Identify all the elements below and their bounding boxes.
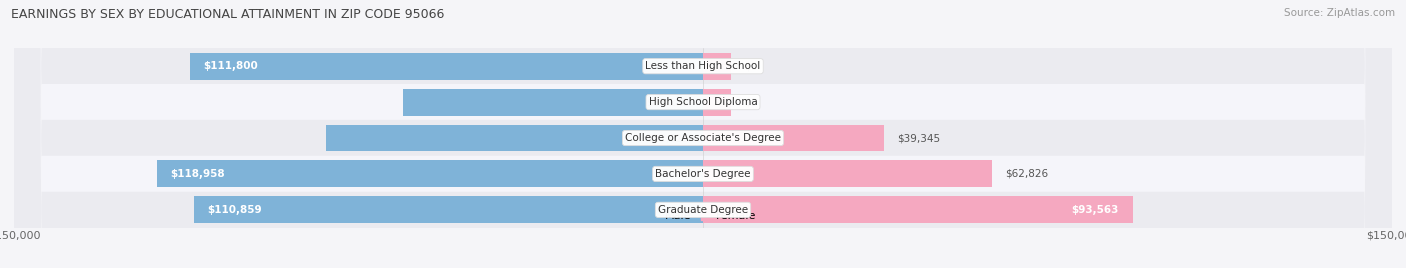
Bar — [703, 53, 731, 80]
Text: $118,958: $118,958 — [170, 169, 225, 179]
Bar — [703, 125, 884, 151]
FancyBboxPatch shape — [14, 0, 1392, 268]
Bar — [194, 196, 703, 223]
FancyBboxPatch shape — [14, 0, 1392, 268]
FancyBboxPatch shape — [14, 0, 1392, 268]
Text: $82,025: $82,025 — [647, 133, 689, 143]
Bar — [703, 196, 1133, 223]
Text: Source: ZipAtlas.com: Source: ZipAtlas.com — [1284, 8, 1395, 18]
Text: $62,826: $62,826 — [1005, 169, 1049, 179]
Text: $111,800: $111,800 — [204, 61, 259, 71]
Bar — [190, 53, 703, 80]
Text: Graduate Degree: Graduate Degree — [658, 205, 748, 215]
Text: High School Diploma: High School Diploma — [648, 97, 758, 107]
Bar — [703, 89, 731, 116]
FancyBboxPatch shape — [14, 0, 1392, 268]
Text: EARNINGS BY SEX BY EDUCATIONAL ATTAINMENT IN ZIP CODE 95066: EARNINGS BY SEX BY EDUCATIONAL ATTAINMEN… — [11, 8, 444, 21]
Text: $110,859: $110,859 — [208, 205, 263, 215]
Text: Bachelor's Degree: Bachelor's Degree — [655, 169, 751, 179]
Bar — [404, 89, 703, 116]
FancyBboxPatch shape — [14, 0, 1392, 268]
Text: College or Associate's Degree: College or Associate's Degree — [626, 133, 780, 143]
Legend: Male, Female: Male, Female — [645, 207, 761, 226]
Bar — [326, 125, 703, 151]
Text: $0: $0 — [744, 61, 758, 71]
Bar — [703, 161, 991, 187]
Bar — [156, 161, 703, 187]
Text: Less than High School: Less than High School — [645, 61, 761, 71]
Text: $65,221: $65,221 — [647, 97, 689, 107]
Text: $0: $0 — [744, 97, 758, 107]
Text: $93,563: $93,563 — [1071, 205, 1119, 215]
Text: $39,345: $39,345 — [897, 133, 941, 143]
